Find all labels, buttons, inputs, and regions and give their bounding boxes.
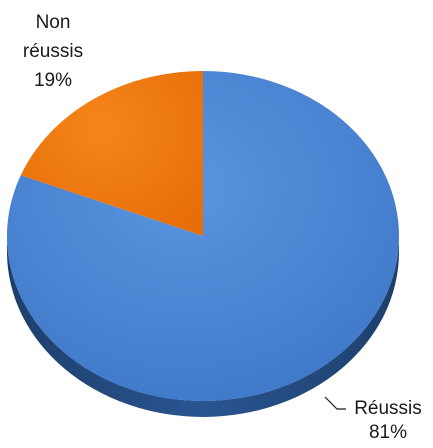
leader-line-reussis (324, 396, 346, 410)
data-labels: Réussis 81% Non réussis 19% (23, 12, 422, 443)
pie-slices (6, 70, 399, 402)
pie-slice-reussis (6, 71, 399, 402)
data-label-0: Réussis 81% (354, 398, 422, 443)
pie-slice-non-reussis (20, 70, 203, 236)
data-label-1: Non réussis 19% (23, 12, 83, 91)
leader-lines (324, 396, 346, 410)
